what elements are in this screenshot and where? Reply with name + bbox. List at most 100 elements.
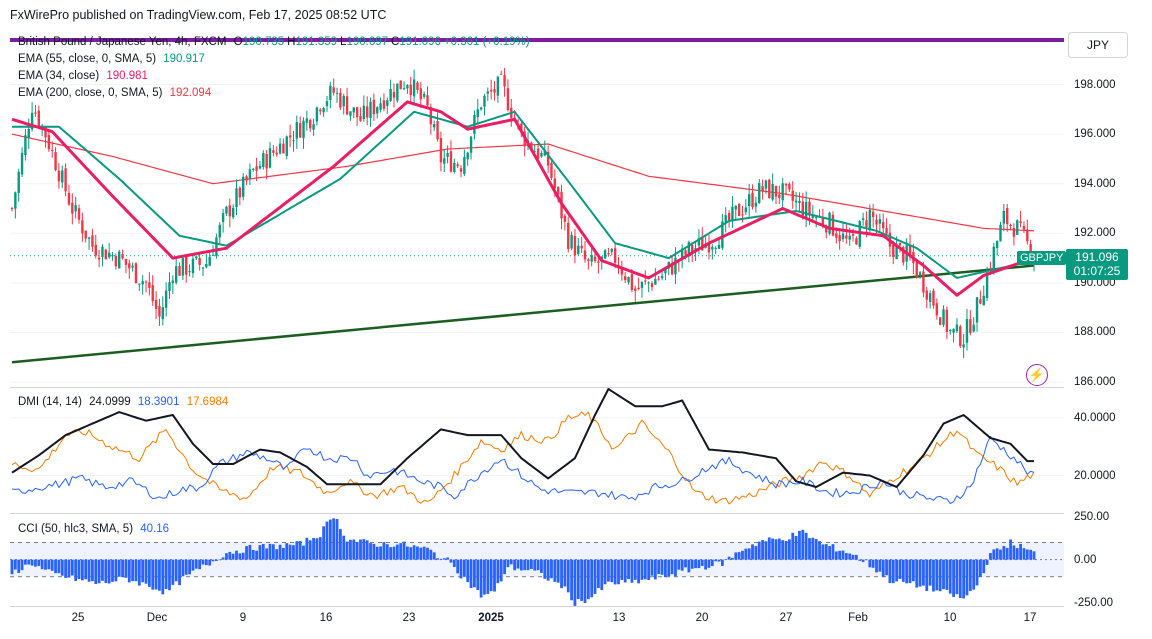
time-tick-label: 17 (1023, 612, 1037, 624)
candle-body (10, 208, 14, 210)
candle-body (208, 256, 211, 266)
cci-pane[interactable]: CCI (50, hlc3, SMA, 5) 40.16 (10, 515, 1064, 606)
cci-bar (717, 559, 721, 562)
cci-bar (158, 559, 161, 591)
cci-bar (473, 559, 476, 588)
cci-bar (861, 559, 865, 562)
candle-body (128, 263, 131, 269)
dmi-plus-line (11, 435, 1035, 504)
candle-body (231, 207, 235, 218)
candle-body (101, 246, 104, 258)
cci-bar (700, 559, 704, 566)
cci-bar (794, 535, 798, 560)
price-tick-label: 186.000 (1074, 376, 1116, 389)
cci-bar (824, 544, 828, 560)
cci-bar (154, 559, 158, 590)
cci-bar (436, 558, 439, 560)
cci-bar (238, 553, 242, 560)
candle-body (999, 224, 1002, 242)
candle-body (185, 257, 188, 275)
candle-body (248, 169, 252, 180)
candle-body (443, 158, 446, 164)
cci-bar (151, 559, 155, 590)
candle-body (342, 95, 345, 107)
cci-axis[interactable]: 250.00 0.00 -250.00 (1066, 511, 1152, 609)
candle-body (382, 100, 386, 109)
cci-bar (268, 543, 272, 560)
ema55-line (12, 110, 1035, 279)
candle-body (369, 101, 372, 119)
cci-bar (938, 559, 942, 592)
cci-bar (814, 538, 818, 560)
cci-bar (375, 546, 379, 560)
price-pane[interactable]: British Pound / Japanese Yen, 4h, FXCM O… (10, 30, 1064, 387)
cci-bar (54, 559, 57, 574)
candle-body (54, 152, 57, 171)
cci-bar (97, 559, 101, 584)
time-axis[interactable]: 25 Dec 9 16 23 2025 13 20 27 Feb 10 17 (10, 608, 1064, 638)
cci-bar (258, 545, 262, 560)
candle-body (707, 243, 711, 253)
candle-body (567, 222, 570, 249)
cci-bar (617, 559, 620, 585)
candle-body (660, 275, 664, 279)
candle-body (788, 183, 791, 190)
cci-chart[interactable] (10, 515, 1064, 606)
cci-bar (412, 545, 416, 560)
cci-bar (255, 550, 259, 560)
dmi-axis[interactable]: 40.0000 20.0000 (1066, 389, 1152, 513)
candle-body (151, 285, 154, 302)
candle-body (928, 293, 932, 302)
candle-body (215, 237, 218, 257)
candle-body (94, 244, 97, 256)
candle-body (657, 278, 660, 280)
candle-body (650, 283, 654, 288)
candle-body (288, 135, 292, 138)
cci-bar (932, 559, 935, 592)
cci-bar (647, 559, 651, 581)
candle-body (949, 330, 952, 332)
cci-bar (640, 559, 644, 580)
cci-bar (362, 539, 366, 560)
cci-bar (838, 550, 842, 560)
cci-bar (851, 554, 855, 560)
dmi-pane[interactable]: DMI (14, 14) 24.0999 18.3901 17.6984 (10, 388, 1064, 513)
cci-bar (1019, 543, 1022, 560)
candle-body (965, 319, 969, 343)
candle-body (238, 187, 242, 198)
candle-body (51, 149, 54, 151)
candle-body (463, 157, 466, 175)
cci-bar (493, 559, 496, 592)
cci-bar (871, 559, 875, 568)
currency-button[interactable]: JPY (1068, 32, 1128, 58)
candle-body (711, 246, 714, 250)
cci-bar (184, 559, 188, 575)
cci-bar (764, 541, 768, 560)
price-chart[interactable] (10, 30, 1064, 387)
publisher-caption: FxWirePro published on TradingView.com, … (10, 8, 387, 22)
cci-bar (399, 543, 403, 560)
time-tick-label: 16 (319, 612, 333, 624)
dmi-chart[interactable] (10, 388, 1064, 513)
cci-bar (989, 553, 992, 560)
cci-bar (178, 559, 181, 586)
cci-bar (442, 558, 446, 560)
lightning-icon[interactable]: ⚡ (1026, 364, 1048, 386)
cci-bar (349, 539, 352, 560)
cci-bar (529, 559, 533, 569)
pane-divider (10, 387, 1064, 388)
legend-ema200: EMA (200, close, 0, SMA, 5) 192.094 (18, 85, 215, 101)
candle-body (292, 140, 295, 142)
candle-body (620, 268, 624, 275)
cci-bar (392, 546, 396, 560)
candle-body (744, 207, 748, 213)
price-axis[interactable]: 198.000 196.000 194.000 192.000 190.000 188.0… (1066, 30, 1152, 389)
cci-bar (831, 544, 835, 560)
dmi-plus-value: 18.3901 (137, 396, 180, 408)
cci-bar (10, 559, 14, 575)
candle-body (446, 153, 449, 157)
candle-body (550, 163, 553, 178)
candle-body (174, 266, 178, 283)
cci-bar (486, 559, 490, 594)
candle-body (902, 247, 905, 263)
